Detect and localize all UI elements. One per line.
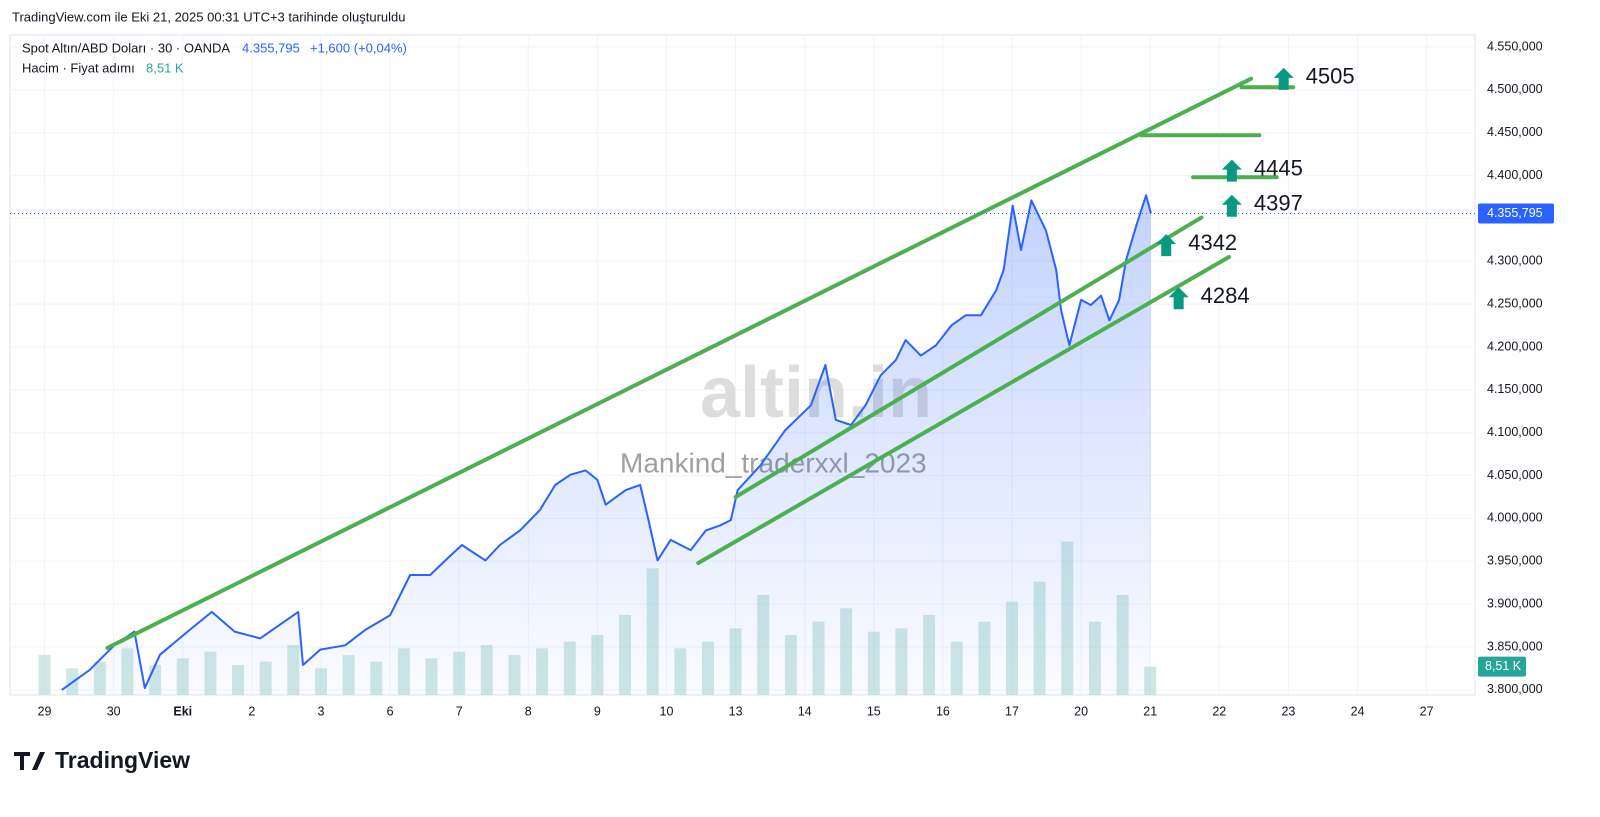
x-tick-label: 20 xyxy=(1074,704,1088,718)
arrow-icon xyxy=(1168,287,1189,310)
trendline xyxy=(105,76,1254,650)
annotation: 4342 xyxy=(1188,230,1237,255)
annotation: 4505 xyxy=(1306,64,1355,89)
y-tick-label: 4.200,000 xyxy=(1487,339,1543,353)
annotation: 4397 xyxy=(1254,191,1303,216)
x-tick-label: 23 xyxy=(1281,704,1295,718)
last-price-box xyxy=(1478,203,1554,224)
y-tick-label: 3.800,000 xyxy=(1487,682,1543,696)
x-tick-label: 9 xyxy=(594,704,601,718)
volume-last-label: 8,51 K xyxy=(1485,659,1522,673)
x-tick-label: 7 xyxy=(456,704,463,718)
trendline xyxy=(696,255,1231,565)
arrow-icon xyxy=(1156,234,1177,257)
y-tick-label: 4.300,000 xyxy=(1487,254,1543,268)
volume-last-box xyxy=(1478,656,1526,677)
x-tick-label: 10 xyxy=(660,704,674,718)
x-tick-label: 17 xyxy=(1005,704,1019,718)
area xyxy=(61,195,1151,696)
y-tick-label: 4.250,000 xyxy=(1487,296,1543,310)
brand-logo xyxy=(14,752,45,770)
annotation: 4284 xyxy=(1201,283,1250,308)
x-tick-label: Eki xyxy=(173,704,192,718)
volume-header-value: 8,51 K xyxy=(146,60,184,75)
x-tick-label: 8 xyxy=(525,704,532,718)
x-tick-label: 3 xyxy=(317,704,324,718)
caption: TradingView.com ile Eki 21, 2025 00:31 U… xyxy=(12,9,405,24)
trendline xyxy=(733,215,1204,499)
x-tick-label: 15 xyxy=(867,704,881,718)
y-tick-label: 3.900,000 xyxy=(1487,596,1543,610)
arrow-icon xyxy=(1221,194,1242,217)
x-tick-label: 29 xyxy=(38,704,52,718)
volume-title: Hacim · Fiyat adımı xyxy=(22,60,135,75)
symbol-title: Spot Altın/ABD Doları · 30 · OANDA xyxy=(22,40,230,55)
brand: TradingView xyxy=(55,747,190,773)
x-tick-label: 13 xyxy=(729,704,743,718)
y-tick-label: 4.500,000 xyxy=(1487,82,1543,96)
price-line xyxy=(61,194,1152,691)
arrow-icon xyxy=(1273,67,1294,90)
y-tick-label: 4.550,000 xyxy=(1487,39,1543,53)
volume-bar xyxy=(38,655,51,695)
last-price-label: 4.355,795 xyxy=(1487,206,1543,220)
y-tick-label: 3.950,000 xyxy=(1487,554,1543,568)
y-tick-label: 4.450,000 xyxy=(1487,125,1543,139)
x-tick-label: 21 xyxy=(1143,704,1157,718)
header-change: +1,600 (+0,04%) xyxy=(310,40,407,55)
y-tick-label: 3.850,000 xyxy=(1487,639,1543,653)
annotation: 4445 xyxy=(1254,155,1303,180)
x-tick-label: 27 xyxy=(1420,704,1434,718)
header-price: 4.355,795 xyxy=(242,40,300,55)
x-tick-label: 6 xyxy=(387,704,394,718)
y-tick-label: 4.050,000 xyxy=(1487,468,1543,482)
y-tick-label: 4.100,000 xyxy=(1487,425,1543,439)
x-tick-label: 2 xyxy=(248,704,255,718)
y-tick-label: 4.400,000 xyxy=(1487,168,1543,182)
y-tick-label: 4.150,000 xyxy=(1487,382,1543,396)
x-tick-label: 30 xyxy=(107,704,121,718)
y-tick-label: 4.000,000 xyxy=(1487,511,1543,525)
x-tick-label: 16 xyxy=(936,704,950,718)
x-tick-label: 22 xyxy=(1212,704,1226,718)
arrow-icon xyxy=(1221,159,1242,182)
x-tick-label: 24 xyxy=(1351,704,1365,718)
x-tick-label: 14 xyxy=(798,704,812,718)
